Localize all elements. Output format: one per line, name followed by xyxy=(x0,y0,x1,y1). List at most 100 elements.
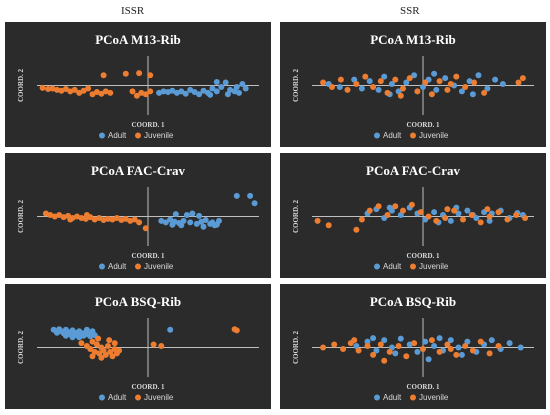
legend-marker-adult xyxy=(99,132,105,139)
data-point-juvenile xyxy=(364,343,371,349)
data-point-juvenile xyxy=(106,337,113,344)
scatter-chart: PCoA BSQ-Rib COORD. 2 COORD. 1 Adult Juvenil… xyxy=(280,284,546,409)
data-point-adult xyxy=(370,335,377,342)
y-axis-label: COORD. 2 xyxy=(17,199,25,233)
data-point-juvenile xyxy=(462,84,469,90)
data-point-juvenile xyxy=(462,343,469,349)
legend-label-juvenile: Juvenile xyxy=(144,393,174,402)
data-point-adult xyxy=(160,88,167,95)
data-point-juvenile xyxy=(358,216,365,223)
data-point-adult xyxy=(178,88,185,95)
chart-title: PCoA FAC-Crav xyxy=(366,163,460,178)
chart-title: PCoA FAC-Crav xyxy=(91,163,185,178)
data-point-juvenile xyxy=(417,209,424,216)
x-axis-label: COORD. 1 xyxy=(131,121,165,129)
chart-title: PCoA M13-Rib xyxy=(95,32,181,47)
data-point-juvenile xyxy=(400,207,406,214)
data-point-juvenile xyxy=(411,340,418,347)
legend-marker-juvenile xyxy=(410,132,416,139)
legend-marker-adult xyxy=(99,394,105,401)
data-point-adult xyxy=(191,89,198,95)
data-point-juvenile xyxy=(233,327,240,334)
data-point-juvenile xyxy=(384,212,391,218)
data-point-juvenile xyxy=(80,87,87,94)
data-point-juvenile xyxy=(136,219,143,226)
data-point-adult xyxy=(455,210,462,217)
data-point-juvenile xyxy=(62,86,69,92)
scatter-chart: PCoA M13-Rib COORD. 2 COORD. 1 Adult Juvenil… xyxy=(280,22,546,147)
data-point-juvenile xyxy=(377,78,384,85)
data-point-juvenile xyxy=(111,340,118,347)
data-point-adult xyxy=(202,217,209,223)
data-point-juvenile xyxy=(67,216,74,223)
data-point-juvenile xyxy=(340,346,347,352)
data-point-juvenile xyxy=(453,73,460,80)
data-point-juvenile xyxy=(49,85,56,92)
data-point-adult xyxy=(436,335,443,342)
data-point-juvenile xyxy=(406,75,413,82)
data-point-juvenile xyxy=(392,76,399,83)
data-point-juvenile xyxy=(447,81,454,87)
data-point-juvenile xyxy=(515,79,522,86)
data-point-juvenile xyxy=(133,92,140,99)
data-point-adult xyxy=(169,221,176,228)
data-point-juvenile xyxy=(397,92,404,99)
data-point-juvenile xyxy=(105,215,111,222)
data-point-adult xyxy=(162,219,169,226)
data-point-juvenile xyxy=(138,89,145,96)
data-point-juvenile xyxy=(60,214,67,221)
data-point-adult xyxy=(420,84,426,90)
y-axis-label: COORD. 2 xyxy=(17,330,25,364)
chart-background xyxy=(280,153,546,278)
data-point-juvenile xyxy=(370,84,377,90)
data-point-adult xyxy=(466,78,473,85)
legend-label-juvenile: Juvenile xyxy=(419,131,449,140)
data-point-juvenile xyxy=(129,88,136,95)
data-point-juvenile xyxy=(519,75,526,82)
data-point-juvenile xyxy=(451,207,458,214)
y-axis-label: COORD. 2 xyxy=(292,330,300,364)
data-point-adult xyxy=(182,90,189,97)
data-point-adult xyxy=(397,335,404,342)
data-point-juvenile xyxy=(486,213,493,220)
data-point-juvenile xyxy=(329,84,335,90)
data-point-juvenile xyxy=(471,79,478,86)
data-point-adult xyxy=(353,343,360,349)
data-point-juvenile xyxy=(142,91,149,98)
data-point-juvenile xyxy=(58,87,65,94)
data-point-juvenile xyxy=(158,343,165,349)
legend-marker-adult xyxy=(374,132,380,139)
legend-marker-adult xyxy=(374,394,380,401)
data-point-adult xyxy=(388,81,395,87)
data-point-adult xyxy=(375,86,382,93)
data-point-juvenile xyxy=(105,343,111,349)
data-point-juvenile xyxy=(147,72,154,79)
data-point-adult xyxy=(381,73,388,80)
data-point-adult xyxy=(251,200,258,207)
data-point-juvenile xyxy=(122,70,129,77)
data-point-adult xyxy=(247,192,254,199)
data-point-adult xyxy=(216,217,222,224)
legend-marker-juvenile xyxy=(135,394,141,401)
data-point-adult xyxy=(167,326,174,333)
data-point-juvenile xyxy=(420,346,426,352)
data-point-juvenile xyxy=(477,338,484,345)
data-point-adult xyxy=(475,72,482,79)
data-point-adult xyxy=(222,79,229,86)
data-point-adult xyxy=(83,326,90,333)
data-point-adult xyxy=(167,216,174,223)
data-point-juvenile xyxy=(468,212,475,218)
data-point-juvenile xyxy=(87,346,94,352)
data-point-adult xyxy=(447,217,454,224)
data-point-adult xyxy=(431,70,438,77)
legend-label-juvenile: Juvenile xyxy=(419,262,449,271)
legend-marker-adult xyxy=(374,263,380,270)
data-point-juvenile xyxy=(147,88,154,95)
data-point-adult xyxy=(458,351,465,358)
legend-label-juvenile: Juvenile xyxy=(144,262,174,271)
chart-title: PCoA BSQ-Rib xyxy=(95,294,181,309)
data-point-juvenile xyxy=(395,343,402,349)
data-point-adult xyxy=(411,72,418,79)
data-point-adult xyxy=(431,209,438,216)
data-point-juvenile xyxy=(433,217,440,224)
